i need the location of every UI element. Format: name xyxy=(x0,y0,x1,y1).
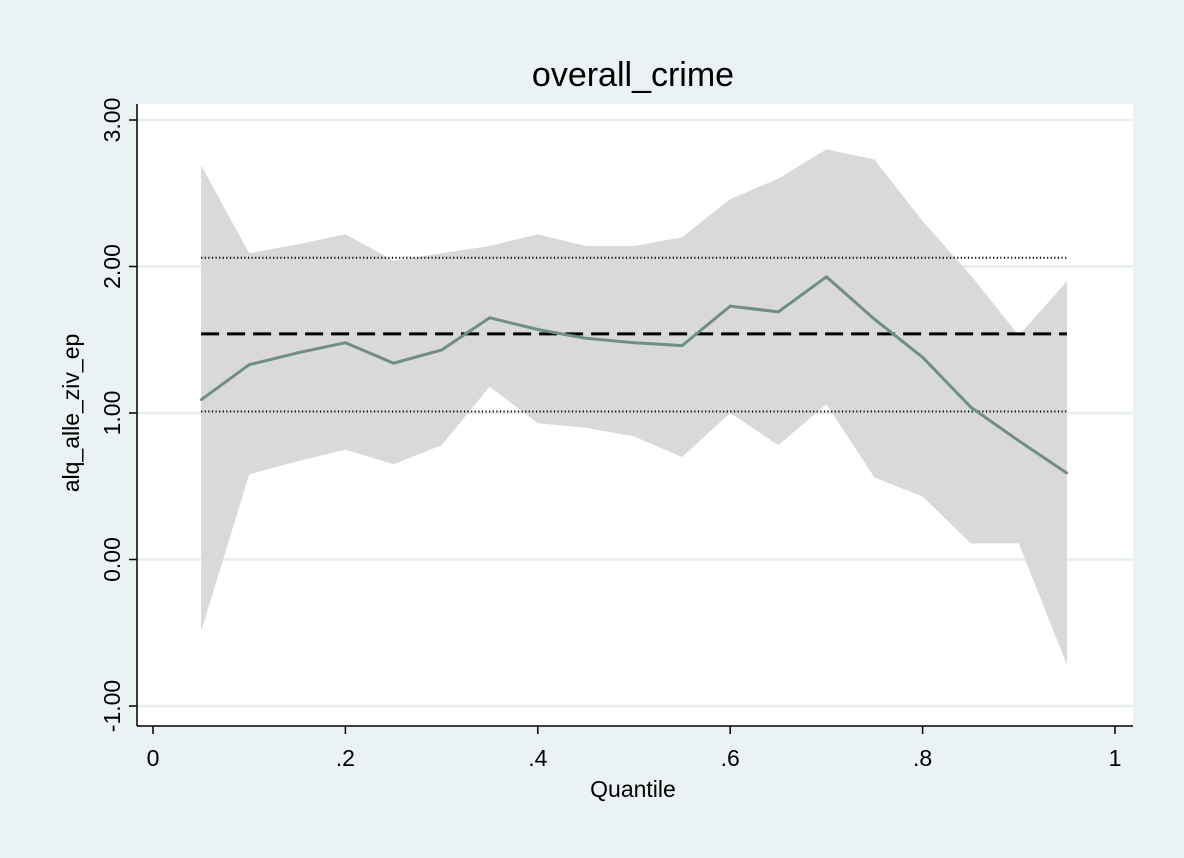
x-tick-label: .6 xyxy=(721,745,740,771)
data-point xyxy=(344,341,347,344)
y-tick-label: 0.00 xyxy=(99,537,125,582)
y-tick-label: -1.00 xyxy=(99,680,125,732)
x-tick-label: .4 xyxy=(528,745,547,771)
data-point xyxy=(488,316,491,319)
x-tick-label: .8 xyxy=(913,745,932,771)
data-point xyxy=(873,318,876,321)
data-point xyxy=(392,361,395,365)
data-point xyxy=(199,398,203,402)
x-tick-label: 0 xyxy=(147,745,160,771)
data-point xyxy=(1065,471,1069,475)
data-point xyxy=(440,348,443,352)
data-point xyxy=(680,344,684,347)
data-point xyxy=(825,275,828,278)
data-point xyxy=(921,356,924,359)
x-tick-label: .2 xyxy=(336,745,355,771)
data-point xyxy=(729,304,732,308)
data-point xyxy=(248,363,251,366)
chart-title: overall_crime xyxy=(532,56,734,94)
data-point xyxy=(584,337,588,340)
data-point xyxy=(632,341,636,344)
confidence-band xyxy=(201,149,1067,666)
data-point xyxy=(536,328,539,331)
data-point xyxy=(777,310,780,314)
x-axis-label: Quantile xyxy=(590,776,676,802)
y-tick-label: 2.00 xyxy=(99,244,125,289)
data-point xyxy=(1017,439,1020,443)
y-tick-label: 3.00 xyxy=(99,98,125,143)
x-tick-label: 1 xyxy=(1109,745,1122,771)
data-point xyxy=(296,351,299,355)
y-axis-label: alq_alle_ziv_ep xyxy=(58,334,84,493)
y-tick-label: 1.00 xyxy=(99,391,125,436)
data-point xyxy=(969,405,972,409)
